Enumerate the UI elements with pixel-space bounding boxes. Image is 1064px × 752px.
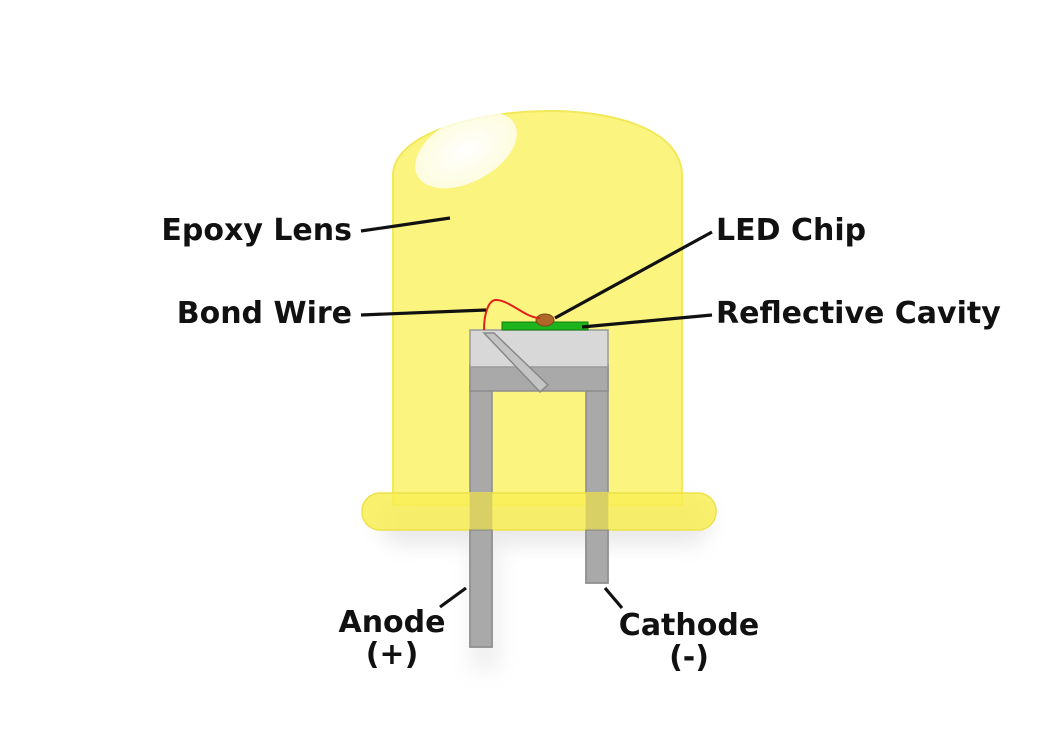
lens-rim	[361, 492, 717, 531]
cathode-label: Cathode	[619, 608, 759, 643]
reflective-cavity-leader	[581, 313, 713, 329]
cathode-sign-label: (-)	[669, 640, 709, 675]
anode-sign-label: (+)	[366, 637, 419, 672]
bond-wire-leader	[360, 308, 487, 317]
bond-wire-label: Bond Wire	[177, 296, 352, 331]
anode-leader	[439, 586, 467, 609]
led-die	[535, 313, 555, 327]
led-chip-leader	[554, 230, 713, 320]
bond-wire	[483, 298, 541, 331]
epoxy-lens-label: Epoxy Lens	[161, 213, 352, 248]
anode-label: Anode	[338, 605, 445, 640]
epoxy-lens-leader	[360, 216, 451, 233]
led-chip-label: LED Chip	[716, 213, 866, 248]
epoxy-lens-body	[392, 110, 683, 506]
reflective-cavity-label: Reflective Cavity	[716, 296, 1001, 331]
anode-post	[482, 332, 550, 394]
cathode-leader	[603, 586, 624, 610]
lens-highlight	[415, 111, 517, 189]
